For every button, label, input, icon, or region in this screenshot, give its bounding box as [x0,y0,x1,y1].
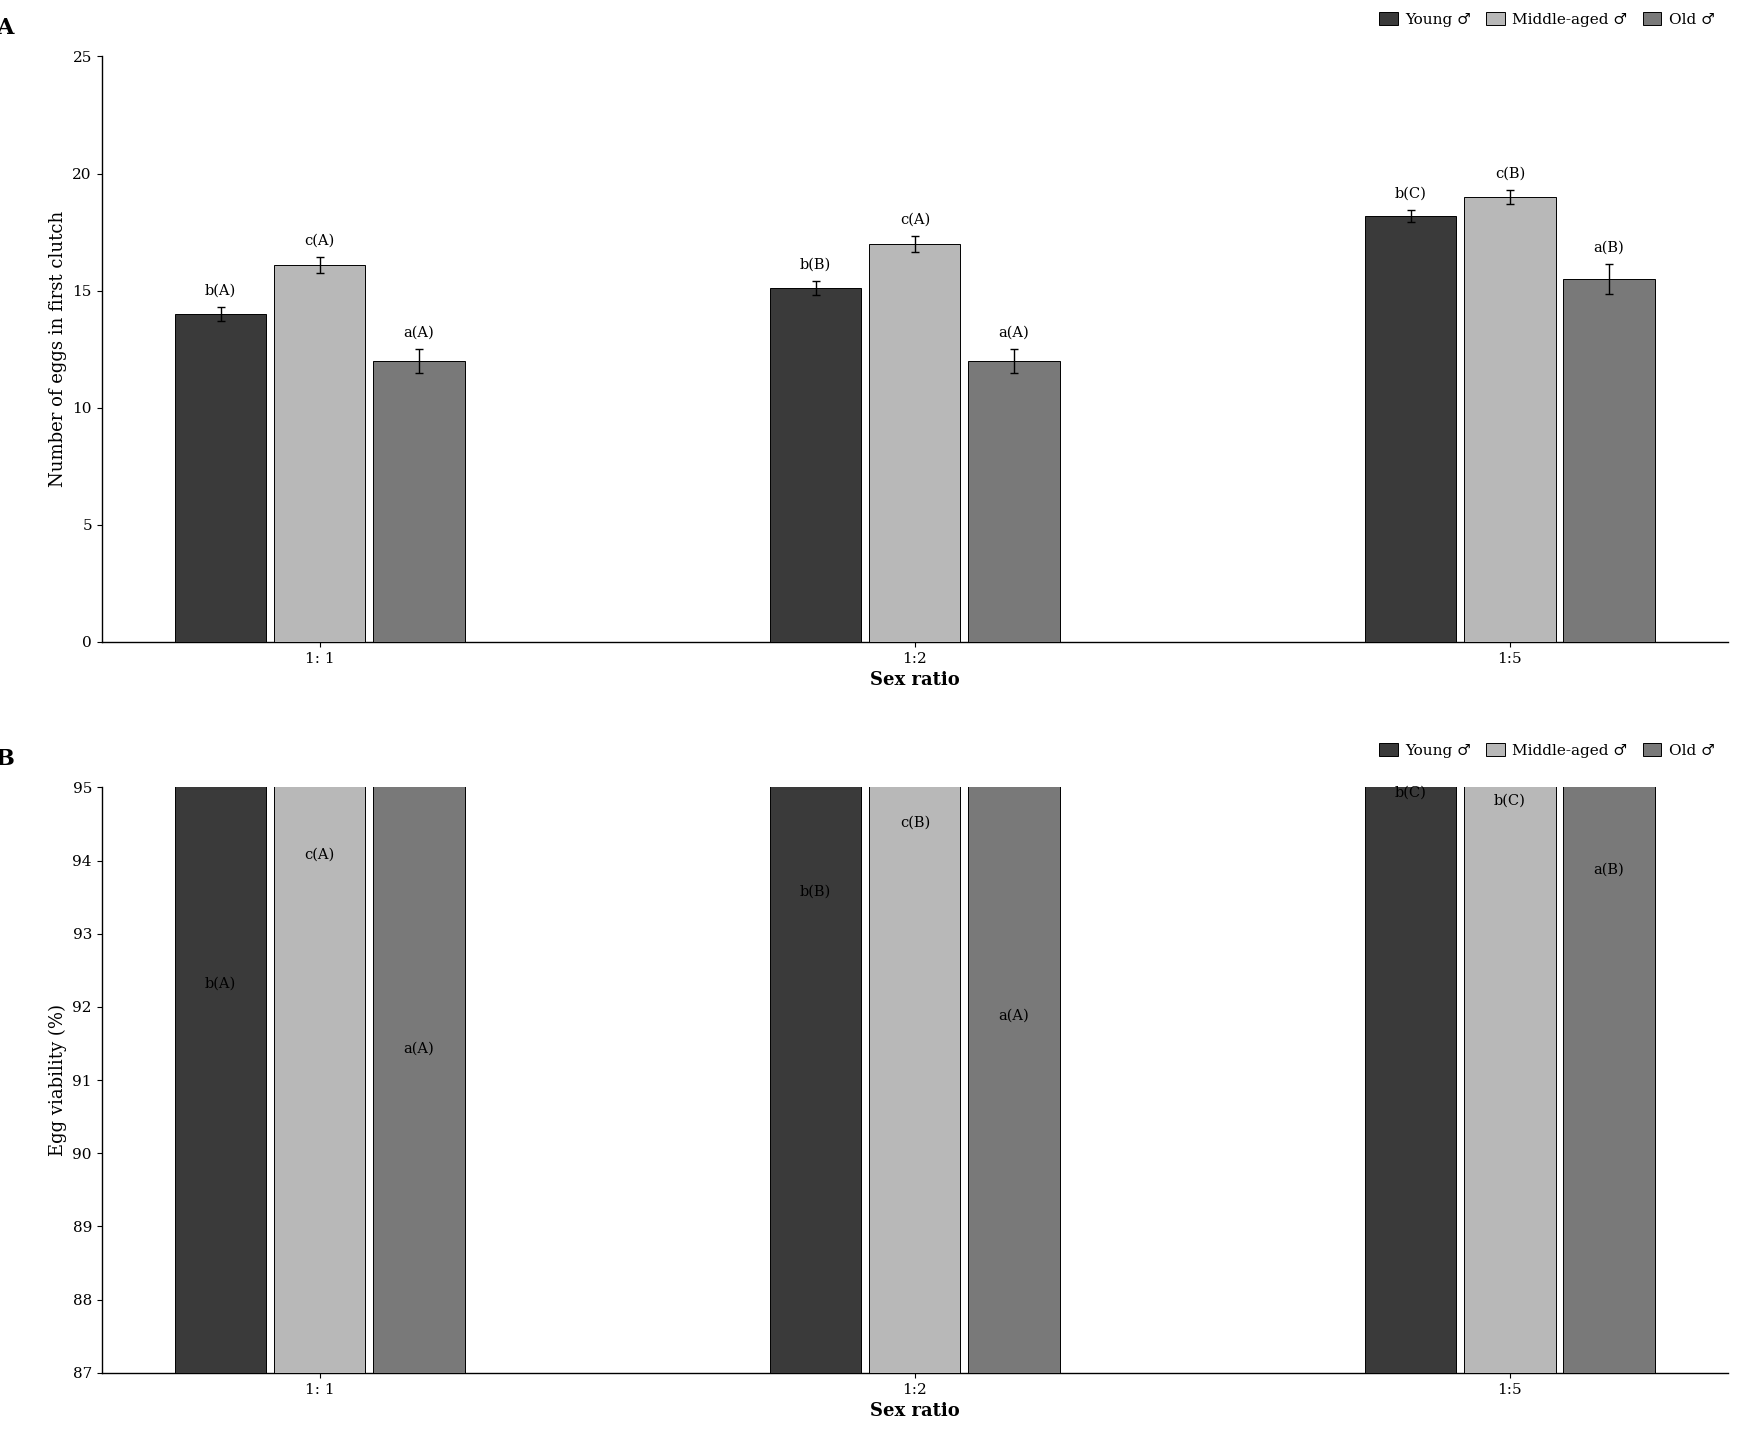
Text: b(B): b(B) [800,885,831,899]
Text: a(A): a(A) [998,326,1030,340]
Text: a(A): a(A) [404,1043,434,1055]
Bar [869,0,960,1372]
Bar [770,288,861,642]
Text: a(A): a(A) [404,326,434,340]
Bar [770,0,861,1372]
Text: A: A [0,17,14,39]
Text: b(C): b(C) [1395,786,1427,800]
Text: b(A): b(A) [206,284,237,298]
Text: c(A): c(A) [305,847,334,862]
Text: a(A): a(A) [998,1010,1030,1022]
Text: b(A): b(A) [206,977,237,991]
Bar [1465,0,1556,1372]
Text: B: B [0,747,14,770]
Y-axis label: Egg viability (%): Egg viability (%) [49,1004,66,1156]
Text: b(B): b(B) [800,258,831,272]
Bar [969,0,1059,1372]
Text: c(A): c(A) [901,212,930,227]
X-axis label: Sex ratio: Sex ratio [869,1402,960,1420]
Text: b(C): b(C) [1395,186,1427,201]
Bar [174,0,267,1372]
Bar [1564,0,1655,1372]
Bar [969,361,1059,642]
Bar [373,0,465,1372]
Bar [1366,215,1456,642]
Text: b(C): b(C) [1495,793,1526,807]
Bar [273,0,366,1372]
Legend: Young ♂, Middle-aged ♂, Old ♂: Young ♂, Middle-aged ♂, Old ♂ [1373,6,1721,33]
Bar [1366,0,1456,1372]
X-axis label: Sex ratio: Sex ratio [869,671,960,690]
Y-axis label: Number of eggs in first clutch: Number of eggs in first clutch [49,211,66,488]
Bar [1465,196,1556,642]
Text: c(B): c(B) [901,815,930,829]
Bar [273,265,366,642]
Bar [174,314,267,642]
Text: a(B): a(B) [1594,241,1625,254]
Text: c(B): c(B) [1495,166,1524,181]
Text: c(A): c(A) [305,234,334,247]
Bar [1564,280,1655,642]
Legend: Young ♂, Middle-aged ♂, Old ♂: Young ♂, Middle-aged ♂, Old ♂ [1373,737,1721,764]
Bar [869,244,960,642]
Text: a(B): a(B) [1594,863,1625,876]
Bar [373,361,465,642]
